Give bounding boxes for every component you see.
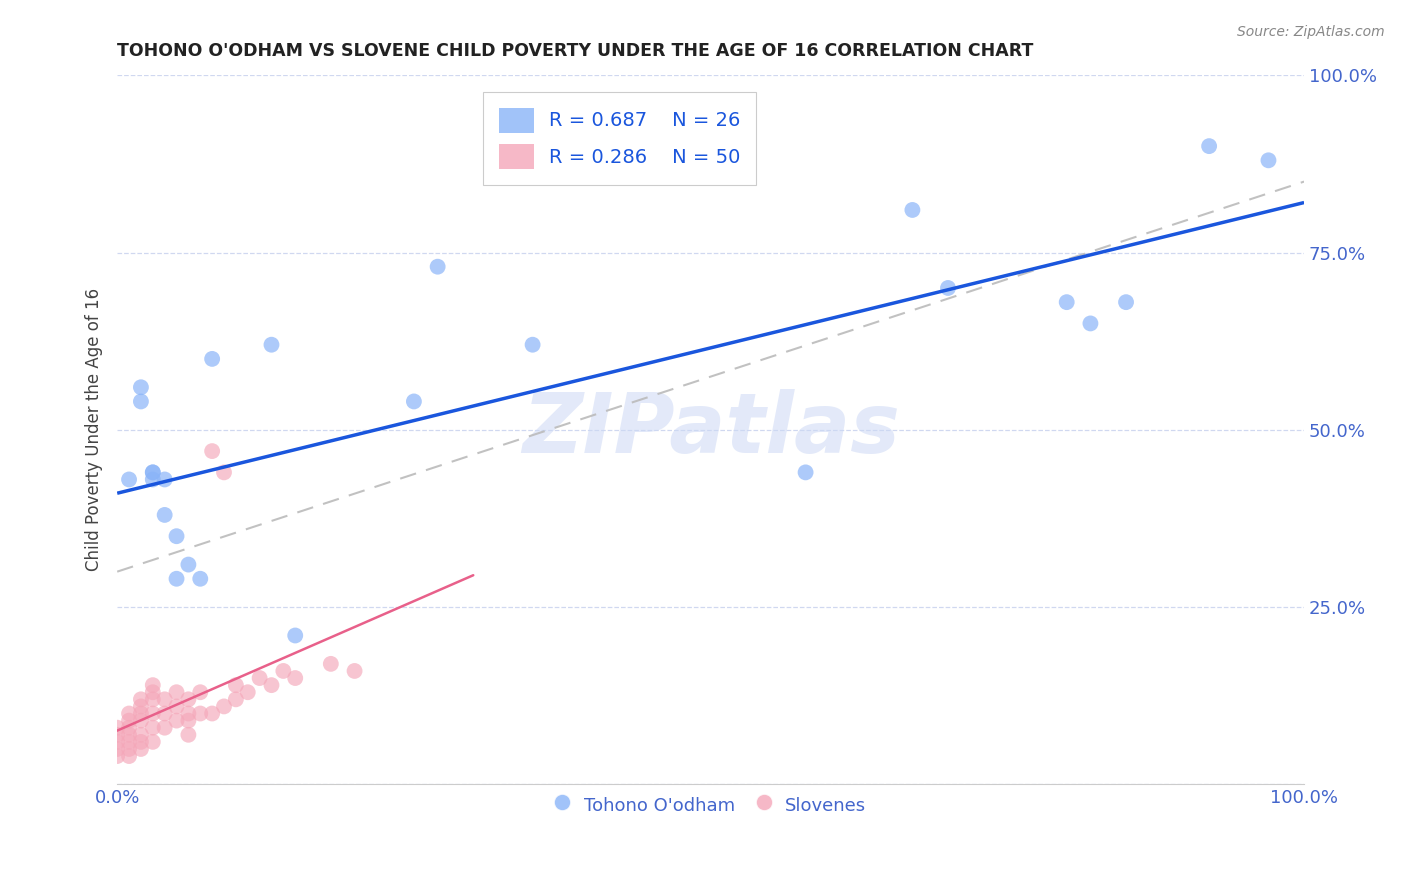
Point: [118, 749, 141, 764]
Point: [177, 706, 200, 721]
Point: [118, 706, 141, 721]
Point: [129, 692, 152, 706]
Text: ZIPatlas: ZIPatlas: [522, 389, 900, 470]
Point: [118, 728, 141, 742]
Point: [1115, 295, 1137, 310]
Point: [284, 671, 307, 685]
Point: [1080, 317, 1102, 331]
Point: [153, 692, 176, 706]
Point: [105, 735, 128, 749]
Point: [142, 706, 165, 721]
Point: [343, 664, 366, 678]
Point: [794, 466, 817, 480]
Point: [212, 466, 235, 480]
Point: [142, 466, 165, 480]
Point: [212, 699, 235, 714]
Point: [142, 721, 165, 735]
Point: [153, 721, 176, 735]
Point: [177, 692, 200, 706]
Point: [142, 678, 165, 692]
Point: [188, 572, 211, 586]
Point: [260, 678, 283, 692]
Point: [1257, 153, 1279, 168]
Point: [1056, 295, 1078, 310]
Point: [153, 473, 176, 487]
Point: [166, 699, 188, 714]
Point: [105, 721, 128, 735]
Point: [129, 714, 152, 728]
Text: TOHONO O'ODHAM VS SLOVENE CHILD POVERTY UNDER THE AGE OF 16 CORRELATION CHART: TOHONO O'ODHAM VS SLOVENE CHILD POVERTY …: [117, 42, 1033, 60]
Point: [225, 692, 247, 706]
Point: [402, 394, 425, 409]
Point: [118, 742, 141, 756]
Point: [284, 628, 307, 642]
Point: [129, 380, 152, 394]
Point: [129, 735, 152, 749]
Point: [188, 706, 211, 721]
Point: [129, 394, 152, 409]
Point: [166, 685, 188, 699]
Point: [142, 685, 165, 699]
Point: [236, 685, 259, 699]
Point: [166, 572, 188, 586]
Point: [153, 508, 176, 522]
Point: [201, 706, 224, 721]
Point: [1198, 139, 1220, 153]
Text: Source: ZipAtlas.com: Source: ZipAtlas.com: [1237, 25, 1385, 39]
Point: [142, 735, 165, 749]
Point: [129, 728, 152, 742]
Point: [901, 202, 924, 217]
Point: [129, 706, 152, 721]
Point: [129, 742, 152, 756]
Point: [118, 473, 141, 487]
Point: [319, 657, 342, 671]
Point: [105, 742, 128, 756]
Legend: Tohono O'odham, Slovenes: Tohono O'odham, Slovenes: [546, 785, 876, 825]
Point: [166, 714, 188, 728]
Point: [105, 749, 128, 764]
Point: [225, 678, 247, 692]
Y-axis label: Child Poverty Under the Age of 16: Child Poverty Under the Age of 16: [86, 288, 103, 572]
Point: [260, 337, 283, 351]
Point: [426, 260, 449, 274]
Point: [142, 473, 165, 487]
Point: [201, 444, 224, 458]
Point: [142, 466, 165, 480]
Point: [249, 671, 271, 685]
Point: [118, 721, 141, 735]
Point: [188, 685, 211, 699]
Point: [936, 281, 959, 295]
Point: [522, 337, 544, 351]
Point: [118, 714, 141, 728]
Point: [105, 728, 128, 742]
Point: [273, 664, 295, 678]
Point: [177, 714, 200, 728]
Point: [142, 692, 165, 706]
Point: [201, 351, 224, 366]
Point: [129, 699, 152, 714]
Point: [118, 735, 141, 749]
Point: [153, 706, 176, 721]
Point: [177, 728, 200, 742]
Point: [177, 558, 200, 572]
Point: [166, 529, 188, 543]
